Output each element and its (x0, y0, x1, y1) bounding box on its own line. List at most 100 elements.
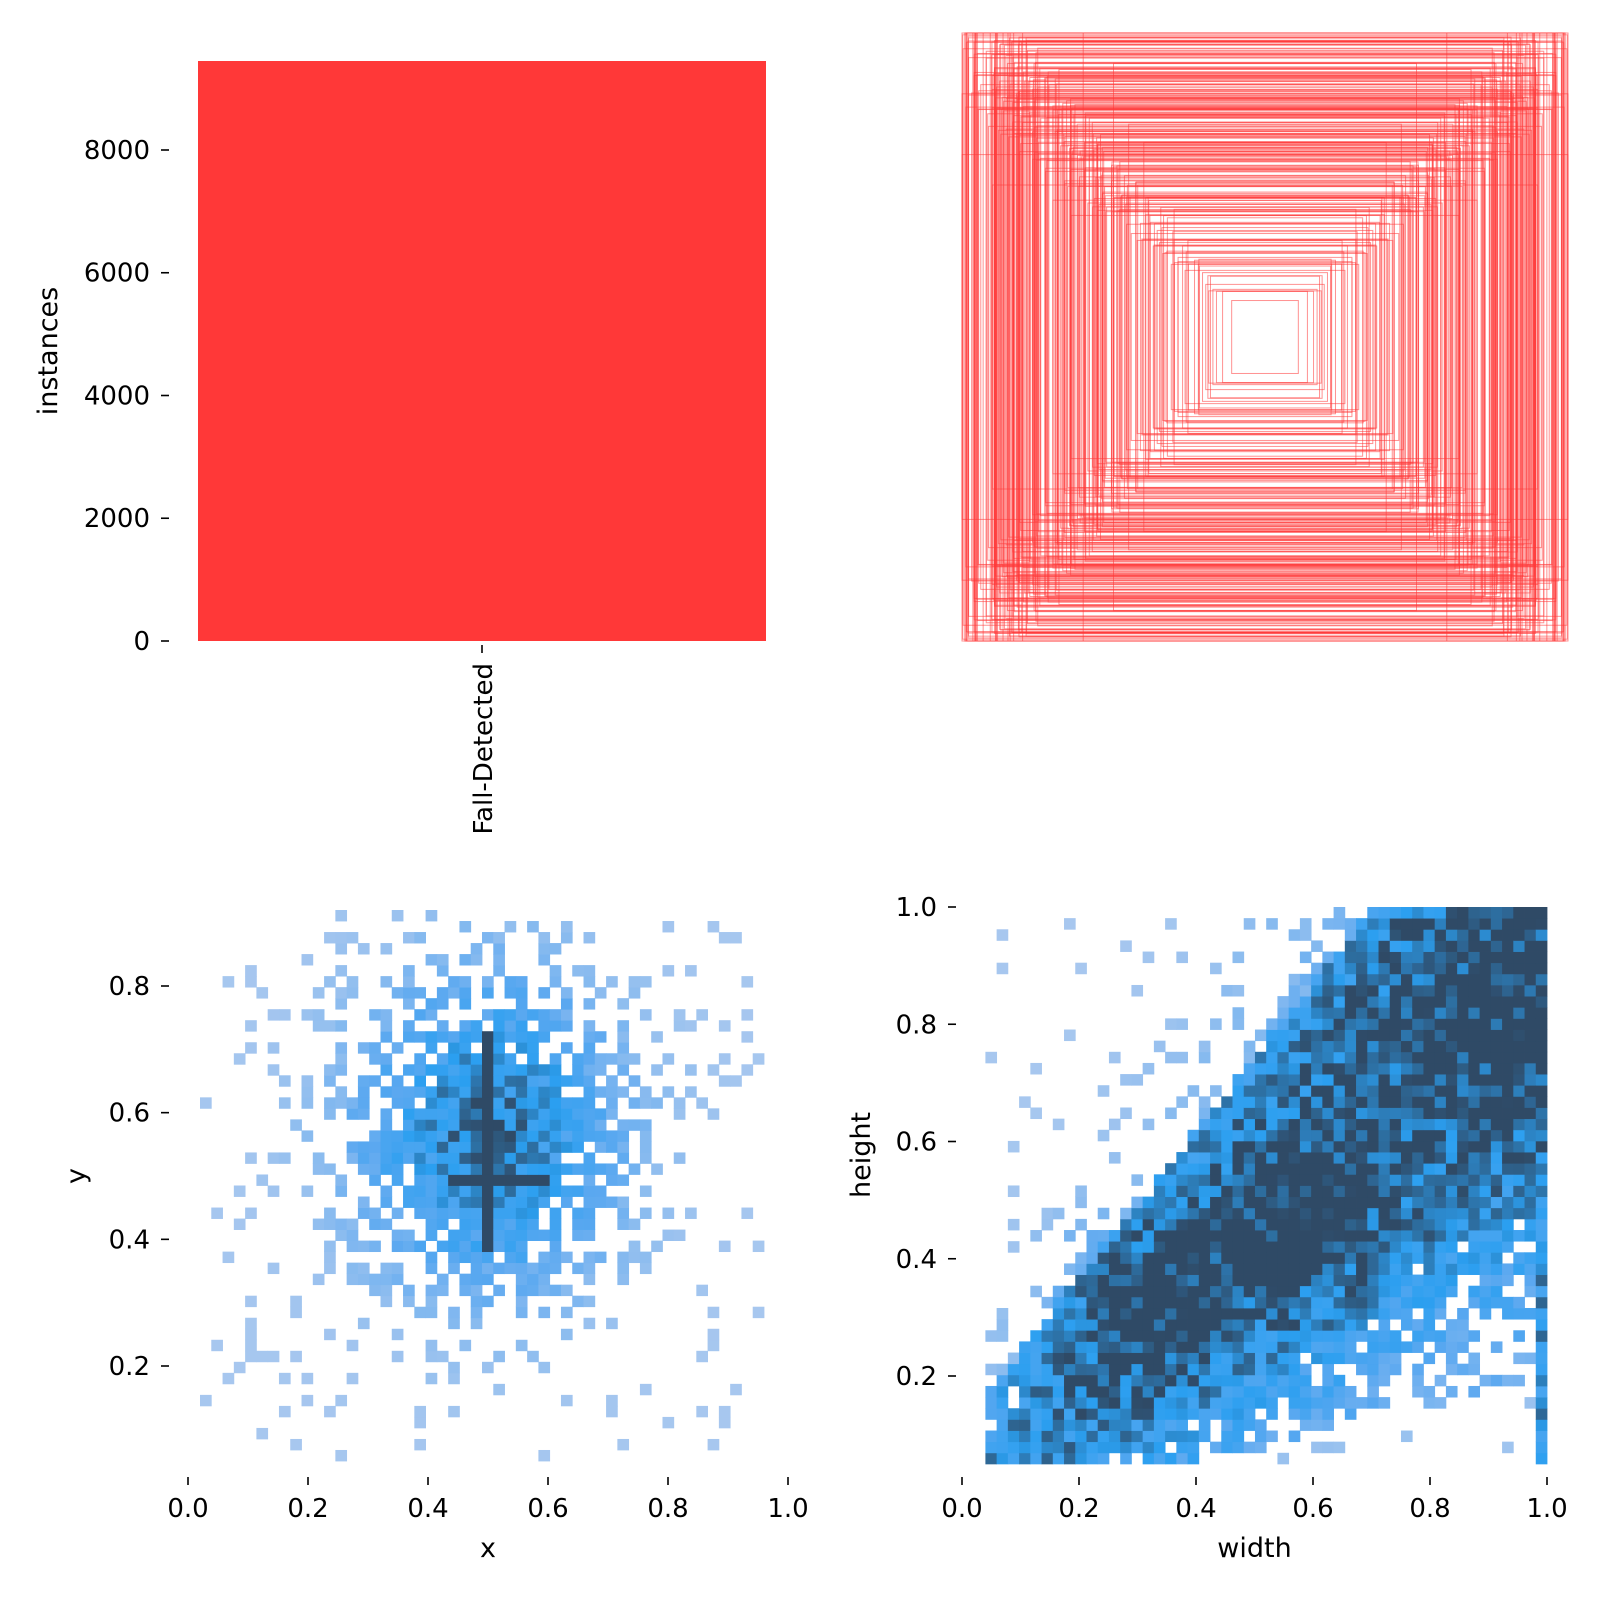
heatmap-cell (1344, 1196, 1357, 1209)
heatmap-cell (1221, 1385, 1233, 1398)
heatmap-cell (1299, 1207, 1312, 1220)
heatmap-cell (504, 1163, 517, 1175)
heatmap-cell (996, 929, 1009, 941)
heatmap-cell (1254, 1096, 1267, 1108)
heatmap-cell (1412, 1074, 1424, 1086)
heatmap-cell (560, 1141, 573, 1153)
heatmap-cell (391, 1163, 404, 1175)
heatmap-cell (1131, 1263, 1144, 1275)
heatmap-cell (425, 1185, 438, 1197)
heatmap-cell (1389, 1018, 1402, 1030)
heatmap-cell (662, 1053, 675, 1065)
heatmap-cell (1333, 1007, 1346, 1019)
heatmap-cell (369, 1075, 381, 1087)
heatmap-cell (1176, 951, 1188, 964)
bounding-box (1198, 258, 1332, 416)
heatmap-cell (1187, 1341, 1200, 1353)
heatmap-cell (1142, 1296, 1155, 1309)
heatmap-cell (560, 1075, 573, 1087)
heatmap-cell (1311, 1196, 1323, 1209)
heatmap-cell (1389, 1152, 1402, 1164)
heatmap-cell (515, 1240, 528, 1253)
heatmap-cell (504, 1108, 517, 1120)
heatmap-cell (594, 1053, 607, 1065)
heatmap-cell (560, 998, 573, 1010)
heatmap-cell (1457, 929, 1469, 941)
heatmap-cell (1479, 1062, 1492, 1075)
heatmap-cell (482, 1163, 494, 1175)
heatmap-cell (1153, 1441, 1166, 1454)
heatmap-cell (572, 1053, 584, 1065)
heatmap-cell (1142, 1252, 1155, 1264)
heatmap-cell (1490, 1341, 1503, 1353)
heatmap-cell (1524, 1207, 1537, 1220)
heatmap-cell (1277, 1385, 1290, 1398)
heatmap-cell (1311, 962, 1323, 975)
heatmap-cell (1423, 1062, 1436, 1075)
heatmap-cell (583, 1042, 596, 1054)
heatmap-cell (515, 1119, 528, 1131)
heatmap-cell (1468, 1230, 1481, 1242)
heatmap-cell (1288, 1062, 1301, 1075)
heatmap-cell (425, 1108, 438, 1120)
heatmap-cell (482, 1075, 494, 1087)
heatmap-cell (1210, 1285, 1222, 1298)
heatmap-cell (1400, 962, 1413, 975)
heatmap-cell (1142, 1452, 1155, 1465)
heatmap-cell (1333, 1352, 1346, 1365)
heatmap-cell (1490, 1230, 1503, 1242)
heatmap-cell (493, 1130, 505, 1142)
bounding-box (1062, 102, 1468, 572)
heatmap-cell (1412, 1118, 1424, 1131)
heatmap-cell (549, 1064, 562, 1076)
heatmap-cell (425, 1229, 438, 1241)
heatmap-cell (1198, 1196, 1211, 1209)
heatmap-cell (459, 1097, 472, 1109)
heatmap-cell (1356, 1263, 1368, 1275)
heatmap-cell (1535, 996, 1548, 1008)
heatmap-cell (436, 1086, 449, 1098)
heatmap-cell (1535, 1007, 1548, 1019)
heatmap-cell (527, 1141, 539, 1153)
heatmap-cell (1434, 1252, 1447, 1264)
bounding-box (1093, 197, 1437, 477)
heatmap-cell (369, 1240, 381, 1253)
bounding-box (1008, 136, 1522, 538)
heatmap-cell (1389, 1118, 1402, 1131)
heatmap-cell (1378, 1163, 1391, 1175)
heatmap-cell (1120, 1107, 1132, 1120)
heatmap-cell (1311, 1062, 1323, 1075)
bounding-box (987, 113, 1543, 561)
heatmap-cell (1445, 984, 1458, 997)
heatmap-cell (1344, 984, 1357, 997)
heatmap-cell (1513, 1107, 1525, 1120)
heatmap-cell (1524, 940, 1537, 952)
x-tick-label-fall-detected: Fall-Detected (469, 663, 499, 835)
heatmap-cell (639, 1119, 652, 1131)
heatmap-cell (1502, 1207, 1514, 1220)
heatmap-cell (1333, 984, 1346, 997)
heatmap-cell (617, 1053, 630, 1065)
heatmap-cell (1322, 1307, 1334, 1320)
heatmap-cell (560, 1306, 573, 1319)
heatmap-cell (1142, 1230, 1155, 1242)
heatmap-cell (470, 1196, 483, 1208)
heatmap-cell (312, 1218, 325, 1230)
heatmap-cell (1479, 973, 1492, 986)
heatmap-cell (357, 1152, 370, 1164)
heatmap-cell (1434, 1085, 1447, 1097)
heatmap-cell (335, 998, 348, 1010)
heatmap-cell (403, 965, 415, 977)
heatmap-cell (1052, 1296, 1065, 1309)
heatmap-cell (1075, 1218, 1087, 1231)
heatmap-cell (1322, 1319, 1334, 1331)
heatmap-cell (730, 932, 742, 944)
heatmap-cell (673, 1020, 686, 1032)
bounding-box (1046, 117, 1484, 557)
heatmap-cell (1389, 1307, 1402, 1320)
heatmap-cell (369, 1207, 381, 1219)
heatmap-cell (448, 1163, 460, 1175)
heatmap-cell (1513, 1152, 1525, 1164)
heatmap-cell (1412, 1096, 1424, 1108)
heatmap-cell (504, 1119, 517, 1131)
